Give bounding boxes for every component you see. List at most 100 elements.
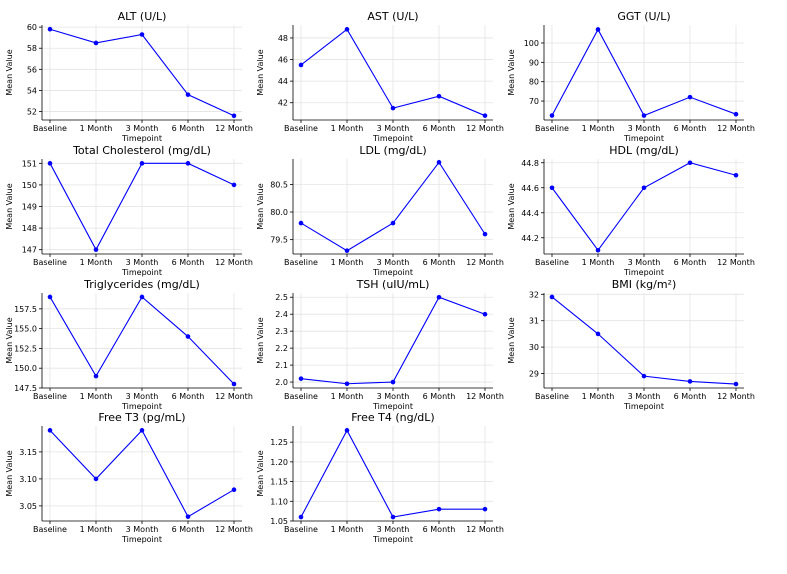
data-point — [733, 381, 739, 387]
y-axis-label: Mean Value — [5, 317, 14, 363]
y-tick-label: 80.5 — [270, 180, 288, 189]
y-axis-label: Mean Value — [256, 317, 265, 363]
y-tick-label: 60 — [27, 23, 37, 32]
data-point — [390, 379, 396, 385]
y-tick-label: 80 — [529, 78, 539, 87]
x-tick-label: 3 Month — [628, 124, 661, 133]
y-tick-label: 70 — [529, 97, 539, 106]
subplot-title: GGT (U/L) — [617, 10, 670, 23]
data-point — [595, 247, 601, 253]
y-tick-label: 46 — [278, 56, 288, 65]
data-point — [93, 40, 99, 46]
data-point — [298, 62, 304, 68]
y-axis-label: Mean Value — [507, 317, 516, 363]
data-point — [687, 160, 693, 166]
data-point — [185, 514, 191, 519]
x-tick-label: 1 Month — [80, 392, 113, 401]
subplot-title: BMI (kg/m²) — [612, 278, 677, 291]
x-tick-label: 1 Month — [582, 392, 615, 401]
x-tick-label: Baseline — [33, 258, 67, 267]
subplot-6: 44.2 44.4 44.6 44.8 Baseline 1 Month 3 Month 6 … — [507, 144, 755, 277]
subplot-1: 52 54 56 58 60 Baseline 1 Month 3 Month 6 Month 1… — [5, 10, 253, 143]
data-point — [185, 161, 191, 166]
y-tick-label: 2.1 — [275, 361, 288, 370]
y-tick-label: 29 — [529, 369, 539, 378]
y-tick-label: 155.0 — [14, 325, 37, 334]
y-tick-label: 42 — [278, 99, 288, 108]
x-tick-label: 1 Month — [331, 525, 364, 534]
y-tick-label: 100 — [524, 39, 539, 48]
y-tick-label: 148 — [22, 224, 37, 233]
x-tick-label: 1 Month — [331, 124, 364, 133]
x-axis-label: Timepoint — [121, 535, 162, 544]
data-point — [139, 161, 145, 166]
x-axis-label: Timepoint — [623, 268, 664, 277]
x-tick-label: 1 Month — [80, 124, 113, 133]
x-tick-label: Baseline — [284, 258, 318, 267]
data-point — [47, 26, 53, 32]
data-point — [549, 294, 555, 300]
data-point — [436, 506, 442, 512]
x-tick-label: 12 Month — [717, 258, 755, 267]
y-tick-label: 30 — [529, 343, 539, 352]
data-point — [47, 428, 53, 433]
data-point — [641, 373, 647, 379]
x-axis-label: Timepoint — [623, 402, 664, 411]
y-tick-label: 52 — [27, 108, 37, 117]
x-axis-label: Timepoint — [372, 134, 413, 143]
data-point — [231, 487, 237, 492]
x-tick-label: 1 Month — [80, 258, 113, 267]
y-tick-label: 44.4 — [521, 209, 539, 218]
y-tick-label: 149 — [22, 203, 37, 212]
data-point — [298, 514, 304, 520]
y-tick-label: 3.05 — [19, 502, 37, 511]
data-point — [436, 93, 442, 99]
subplot-7: 147.5 150.0 152.5 155.0 157.5 Baseline 1 Month… — [5, 278, 253, 411]
x-tick-label: Baseline — [284, 392, 318, 401]
x-tick-label: 12 Month — [215, 258, 253, 267]
data-point — [549, 113, 555, 118]
data-point — [436, 160, 442, 165]
data-point — [139, 294, 145, 300]
x-tick-label: Baseline — [284, 525, 318, 534]
x-axis-label: Timepoint — [121, 402, 162, 411]
subplot-4: 147 148 149 150 151 Baseline 1 Month 3 Month 6 M… — [5, 144, 253, 277]
y-tick-label: 150 — [22, 181, 37, 190]
y-tick-label: 48 — [278, 34, 288, 43]
data-point — [231, 182, 237, 188]
data-point — [298, 220, 304, 226]
y-tick-label: 150.0 — [14, 364, 37, 373]
x-tick-label: 1 Month — [582, 258, 615, 267]
data-point — [47, 161, 53, 166]
subplot-title: LDL (mg/dL) — [359, 144, 426, 157]
data-point — [344, 248, 350, 253]
x-tick-label: Baseline — [33, 392, 67, 401]
x-tick-label: 3 Month — [126, 525, 159, 534]
data-point — [344, 27, 350, 32]
subplot-title: Total Cholesterol (mg/dL) — [72, 144, 211, 157]
y-tick-label: 56 — [27, 65, 37, 74]
y-axis-label: Mean Value — [5, 183, 14, 229]
x-tick-label: 6 Month — [423, 525, 456, 534]
data-point — [482, 231, 488, 237]
x-tick-label: Baseline — [535, 392, 569, 401]
x-tick-label: 6 Month — [172, 392, 205, 401]
x-tick-label: 6 Month — [172, 124, 205, 133]
data-point — [344, 381, 350, 387]
data-point — [139, 428, 145, 433]
y-axis-label: Mean Value — [5, 49, 14, 95]
x-axis-label: Timepoint — [372, 268, 413, 277]
y-tick-label: 2.2 — [275, 344, 288, 353]
x-tick-label: 6 Month — [172, 525, 205, 534]
y-tick-label: 152.5 — [14, 344, 37, 353]
x-tick-label: 12 Month — [466, 392, 504, 401]
subplot-11: 1.05 1.10 1.15 1.20 1.25 Baseline 1 Month 3 Mon… — [256, 411, 504, 544]
subplot-title: Free T3 (pg/mL) — [98, 411, 185, 424]
x-tick-label: 6 Month — [423, 392, 456, 401]
subplot-title: HDL (mg/dL) — [609, 144, 678, 157]
y-tick-label: 31 — [529, 317, 539, 326]
y-axis-label: Mean Value — [256, 183, 265, 229]
y-tick-label: 44.8 — [521, 159, 539, 168]
